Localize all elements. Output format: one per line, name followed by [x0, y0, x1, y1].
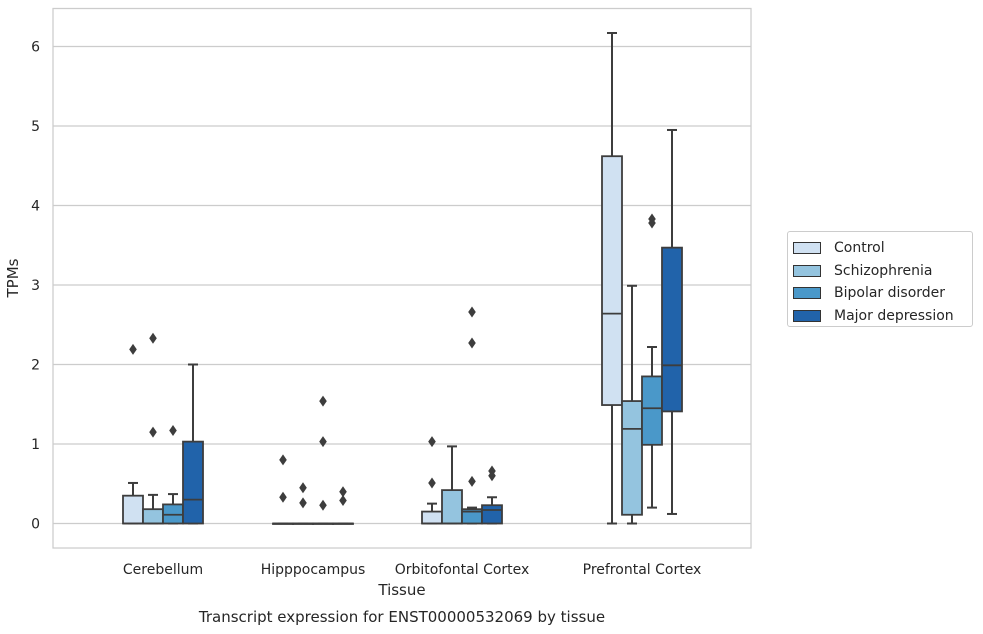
outlier-point: [299, 482, 307, 494]
box-group: [272, 454, 294, 525]
box-group: [621, 284, 643, 525]
y-tick-label: 2: [31, 358, 40, 374]
y-tick-label: 3: [31, 278, 40, 294]
outlier-point: [468, 337, 476, 349]
x-tick-label: Prefrontal Cortex: [583, 562, 702, 578]
box-group: [332, 486, 354, 525]
outlier-point: [488, 470, 496, 482]
outlier-point: [279, 491, 287, 503]
legend-label: Schizophrenia: [834, 262, 933, 279]
box-group: [162, 424, 184, 525]
box: [142, 508, 164, 525]
x-axis-label: Tissue: [377, 581, 425, 599]
y-tick-label: 6: [31, 40, 40, 56]
outlier-point: [129, 343, 137, 355]
y-tick-label: 5: [31, 119, 40, 135]
outlier-point: [319, 436, 327, 448]
outlier-point: [428, 477, 436, 489]
outlier-point: [428, 436, 436, 448]
box-group: [461, 306, 483, 525]
box-group: [122, 343, 144, 525]
x-tick-label: Orbitofontal Cortex: [395, 562, 530, 578]
plot-frame: [52, 7, 752, 549]
outlier-point: [169, 424, 177, 436]
box-groups: [122, 31, 683, 525]
chart-caption: Transcript expression for ENST0000053206…: [198, 608, 605, 626]
box-group: [441, 445, 463, 525]
box: [182, 440, 204, 525]
box: [481, 504, 503, 525]
outlier-point: [279, 454, 287, 466]
outlier-point: [648, 217, 656, 229]
outlier-point: [319, 395, 327, 407]
outlier-point: [299, 497, 307, 509]
outlier-point: [339, 494, 347, 506]
legend: Control Schizophrenia Bipolar disorder M…: [787, 231, 973, 327]
outlier-point: [149, 332, 157, 344]
box: [122, 494, 144, 525]
box-group: [661, 128, 683, 515]
box: [621, 400, 643, 516]
legend-swatch: [793, 242, 821, 255]
grid-lines: [53, 45, 751, 525]
box-group: [601, 31, 623, 525]
y-tick-labels: 0 1 2 3 4 5 6: [31, 40, 40, 533]
box: [601, 155, 623, 406]
legend-swatch: [793, 287, 821, 300]
box-group: [182, 363, 204, 525]
box-group: [292, 482, 314, 525]
y-tick-label: 0: [31, 517, 40, 533]
x-tick-label: Cerebellum: [123, 562, 203, 578]
y-tick-label: 4: [31, 199, 40, 215]
outlier-point: [468, 475, 476, 487]
outlier-point: [339, 486, 347, 498]
box: [661, 246, 683, 413]
box-group: [142, 332, 164, 525]
legend-label: Bipolar disorder: [834, 285, 946, 302]
legend-item: Bipolar disorder: [793, 282, 972, 305]
legend-swatch: [793, 309, 821, 322]
box: [641, 375, 663, 446]
legend-swatch: [793, 264, 821, 277]
legend-item: Control: [793, 237, 972, 260]
box: [421, 510, 443, 525]
outlier-point: [468, 306, 476, 318]
box-group: [641, 213, 663, 509]
y-tick-label: 1: [31, 437, 40, 453]
outlier-point: [319, 499, 327, 511]
box-group: [481, 465, 503, 525]
box-group: [312, 395, 334, 525]
box-group: [421, 436, 443, 525]
legend-item: Schizophrenia: [793, 260, 972, 283]
legend-label: Major depression: [834, 307, 954, 324]
legend-item: Major depression: [793, 305, 972, 328]
x-tick-labels: Cerebellum Hipppocampus Orbitofontal Corte…: [123, 562, 701, 578]
legend-label: Control: [834, 240, 885, 257]
y-axis-label: TPMs: [4, 258, 22, 298]
box: [441, 489, 463, 525]
x-tick-label: Hipppocampus: [261, 562, 366, 578]
outlier-point: [149, 426, 157, 438]
